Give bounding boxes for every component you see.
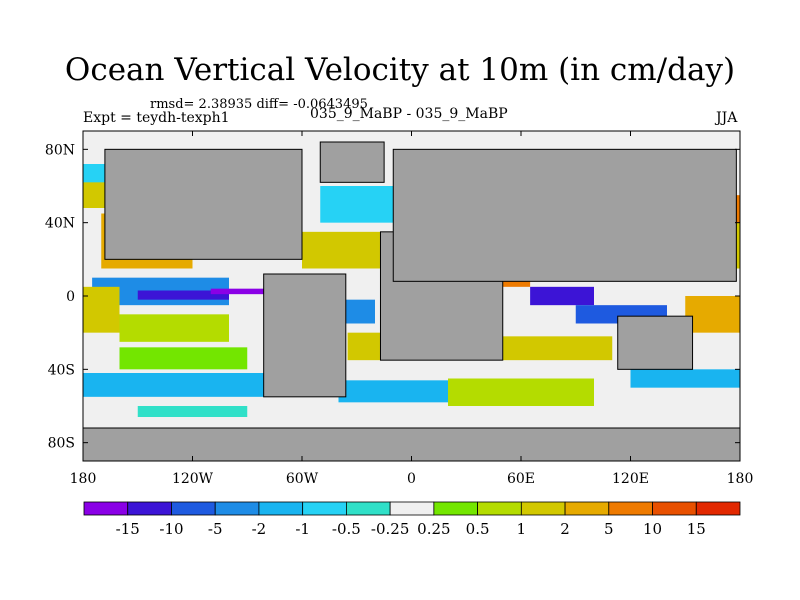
- colorbar-label: 1: [517, 520, 527, 538]
- colorbar-label: -0.5: [332, 520, 361, 538]
- colorbar-swatch: [171, 501, 216, 516]
- ocean-region-11: [119, 347, 248, 370]
- colorbar-label: 2: [560, 520, 570, 538]
- colorbar-swatch: [695, 501, 741, 516]
- ocean-region-28: [83, 417, 740, 428]
- ocean-region-27: [630, 369, 740, 388]
- colorbar-swatch: [433, 501, 479, 516]
- ocean-region-10: [119, 314, 229, 342]
- x-tick-label: 120E: [612, 471, 649, 487]
- x-tick-label: 120W: [172, 471, 214, 487]
- experiment-label: Expt = teydh-texph1: [83, 110, 230, 126]
- ocean-region-26: [685, 296, 740, 333]
- ocean-region-9: [83, 286, 120, 333]
- colorbar-label: -1: [295, 520, 310, 538]
- land-australia: [617, 315, 694, 370]
- x-tick-label: 180: [70, 471, 97, 487]
- colorbar-swatch: [302, 501, 347, 516]
- colorbar-swatch: [214, 501, 260, 516]
- land-north-america: [104, 148, 303, 260]
- y-tick-label: 80N: [45, 142, 75, 158]
- colorbar-swatch: [127, 501, 172, 516]
- colorbar-label: 15: [687, 520, 706, 538]
- colorbar: -15 -10 -5 -2 -1 -0.5 -0.25 0.25 0.5 1 2 5 10 15: [83, 501, 741, 538]
- colorbar-swatch: [345, 501, 391, 516]
- colorbar-swatch: [389, 501, 435, 516]
- y-tick-label: 40S: [48, 362, 75, 378]
- ocean-region-8: [210, 288, 275, 295]
- stats-label: rmsd= 2.38935 diff= -0.0643495: [150, 97, 368, 112]
- colorbar-label: -0.25: [371, 520, 409, 538]
- colorbar-swatch: [258, 501, 304, 516]
- colorbar-label: -15: [116, 520, 140, 538]
- land-antarctica: [83, 427, 740, 461]
- comparison-label: 035_9_MaBP - 035_9_MaBP: [310, 106, 508, 122]
- colorbar-swatch: [608, 501, 653, 516]
- x-tick-label: 180: [727, 471, 754, 487]
- colorbar-swatch: [652, 501, 697, 516]
- land-eurasia: [392, 148, 737, 282]
- x-tick-label: 0: [407, 471, 416, 487]
- ocean-region-18: [338, 380, 448, 403]
- y-tick-label: 80S: [48, 436, 75, 452]
- x-tick-label: 60W: [286, 471, 319, 487]
- colorbar-label: 0.25: [417, 520, 450, 538]
- colorbar-label: 10: [643, 520, 662, 538]
- colorbar-label: -2: [252, 520, 267, 538]
- land-greenland: [319, 141, 385, 183]
- colorbar-label: -10: [159, 520, 183, 538]
- ocean-region-19: [448, 378, 594, 406]
- colorbar-label: -5: [208, 520, 223, 538]
- land-south-america: [263, 273, 347, 398]
- colorbar-label: 5: [604, 520, 614, 538]
- y-tick-label: 40N: [45, 216, 75, 232]
- ocean-region-22: [530, 286, 594, 306]
- ocean-region-15: [302, 231, 394, 269]
- y-tick-label: 0: [66, 289, 75, 305]
- ocean-region-14: [320, 186, 394, 223]
- axes: 180 120W 60W 0 60E 120E 180 80N 40N 0 40S 80S: [45, 131, 753, 487]
- colorbar-swatch: [83, 501, 129, 516]
- colorbar-label: 0.5: [466, 520, 490, 538]
- ocean-region-7: [137, 290, 229, 300]
- colorbar-swatch: [477, 501, 522, 516]
- ocean-region-12: [83, 373, 302, 397]
- x-tick-label: 60E: [507, 471, 535, 487]
- season-label: JJA: [716, 110, 738, 126]
- land-mask: [83, 141, 740, 461]
- ocean-region-20: [484, 336, 613, 361]
- colorbar-swatch: [564, 501, 610, 516]
- colorbar-swatch: [520, 501, 566, 516]
- chart-title: Ocean Vertical Velocity at 10m (in cm/da…: [64, 52, 736, 88]
